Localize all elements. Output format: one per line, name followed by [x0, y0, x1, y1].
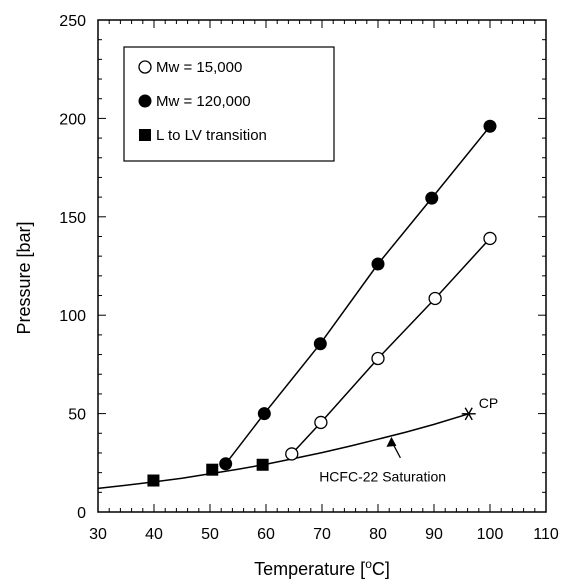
filled-circle-point	[219, 457, 233, 471]
x-tick-label: 110	[533, 526, 559, 543]
legend: Mw = 15,000 Mw = 120,000 L to LV transitio…	[123, 46, 335, 162]
y-axis-title: Pressure [bar]	[14, 221, 34, 334]
x-axis-title: Temperature [oC]	[254, 557, 390, 579]
legend-box	[123, 46, 335, 162]
open-circle-point	[314, 415, 328, 430]
x-axis-title-main: Temperature [	[254, 559, 365, 579]
filled-square-point	[147, 474, 160, 487]
y-tick-label: 200	[59, 111, 86, 128]
plot-area: CP HCFC-22 Saturation	[97, 19, 547, 513]
critical-point-label: CP	[479, 395, 498, 411]
open-circle-point	[483, 231, 497, 246]
tick-marks	[97, 19, 547, 513]
filled-circle-point	[371, 257, 385, 271]
y-tick-label: 0	[77, 505, 86, 522]
x-axis-title-suffix: C]	[372, 559, 390, 579]
x-tick-label: 30	[89, 526, 107, 543]
filled-circle-point	[257, 407, 271, 421]
y-tick-label: 250	[59, 13, 86, 30]
critical-point-marker	[464, 407, 473, 421]
x-tick-label: 80	[369, 526, 387, 543]
annotation-group: CP HCFC-22 Saturation	[319, 395, 498, 485]
series-group	[147, 119, 497, 487]
open-circle-point	[428, 291, 442, 306]
x-tick-label: 40	[145, 526, 163, 543]
legend-marker-open-circle	[138, 60, 152, 74]
x-tick-label: 100	[477, 526, 504, 543]
legend-marker-filled-square	[139, 129, 151, 141]
filled-square-point	[256, 458, 269, 471]
saturation-arrow-head	[386, 436, 397, 447]
x-tick-labels: 30 40 50 60 70 80 90 100 110	[89, 526, 559, 543]
series-line	[225, 125, 491, 465]
series-open-circle	[285, 231, 497, 461]
series-filled-circle	[219, 119, 497, 471]
legend-marker-filled-circle	[138, 94, 152, 108]
y-tick-label: 100	[59, 308, 86, 325]
y-tick-labels: 0 50 100 150 200 250	[59, 13, 86, 522]
saturation-label: HCFC-22 Saturation	[319, 468, 446, 484]
open-circle-point	[371, 351, 385, 366]
x-tick-label: 60	[257, 526, 275, 543]
legend-label: L to LV transition	[156, 127, 267, 144]
series-filled-square	[147, 458, 269, 487]
open-circle-point	[285, 447, 299, 461]
filled-circle-point	[483, 119, 497, 133]
x-tick-label: 50	[201, 526, 219, 543]
filled-circle-point	[425, 191, 439, 205]
x-tick-label: 90	[425, 526, 443, 543]
y-tick-label: 50	[68, 407, 86, 424]
x-tick-label: 70	[313, 526, 331, 543]
y-tick-label: 150	[59, 210, 86, 227]
x-axis-title-sup: o	[365, 557, 372, 571]
legend-label: Mw = 15,000	[156, 59, 242, 76]
filled-circle-point	[313, 337, 327, 351]
legend-label: Mw = 120,000	[156, 93, 251, 110]
filled-square-point	[206, 463, 219, 476]
